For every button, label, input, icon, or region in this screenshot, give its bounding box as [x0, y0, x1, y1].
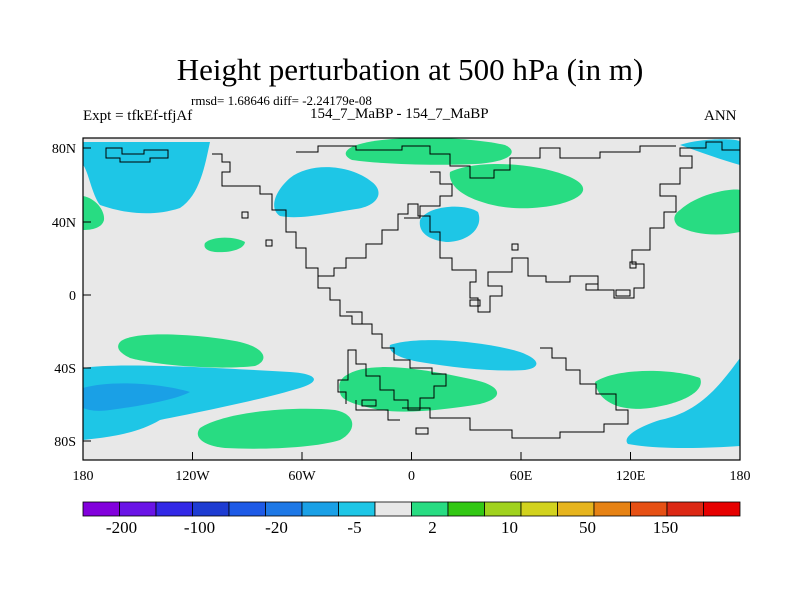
rmsd-diff-stats: rmsd= 1.68646 diff= -2.24179e-08 [191, 93, 372, 108]
positive-region-north-pacific-small [204, 237, 245, 253]
negative-region-north-pacific [83, 142, 210, 214]
colorbar-label: -20 [265, 518, 288, 537]
colorbar-swatch [301, 501, 339, 517]
positive-region-south-indian-east [595, 370, 701, 409]
colorbar-swatch [119, 501, 157, 517]
coastline-south-africa-antarctica [402, 347, 629, 439]
negative-region-north-atlantic [274, 167, 379, 218]
colorbar-label: -200 [106, 518, 137, 537]
positive-region-southern-ocean [197, 408, 353, 449]
colorbar-labels: -200 -100 -20 -5 2 10 50 150 [106, 518, 678, 537]
negative-region-far-north-east [680, 139, 740, 165]
coastline-islands-1 [241, 211, 637, 269]
y-tick-label: 0 [69, 289, 76, 304]
x-tick-label: 180 [730, 469, 751, 484]
x-tick-label: 180 [73, 469, 94, 484]
colorbar-swatch [447, 501, 485, 517]
coastline-arctic-north [296, 145, 676, 179]
x-tick-label: 120W [175, 469, 210, 484]
y-tick-label: 80N [52, 142, 76, 157]
contour-fills [83, 138, 740, 449]
negative-region-south-indian [389, 340, 537, 371]
negative-region-europe [419, 206, 480, 242]
colorbar-swatch [192, 501, 230, 517]
coastline-islands-2 [361, 283, 631, 435]
axis-ticks [82, 147, 741, 460]
coastline-southern-continents [337, 311, 447, 411]
colorbar-swatch [374, 501, 412, 517]
colorbar-swatch [265, 501, 303, 517]
y-tick-label: 40N [52, 216, 76, 231]
colorbar-swatch [703, 501, 741, 517]
x-tick-label: 60W [288, 469, 316, 484]
colorbar-label: 2 [428, 518, 437, 537]
coastline-asia-interior [404, 171, 453, 219]
y-tick-label: 80S [54, 435, 76, 450]
case-label: 154_7_MaBP - 154_7_MaBP [310, 106, 489, 122]
coastline-greenland [105, 147, 169, 163]
x-tick-label: 120E [616, 469, 646, 484]
experiment-label: Expt = tfkEf-tfjAf [83, 108, 193, 124]
coastline-antarctic-west [355, 400, 400, 421]
chart-title: Height perturbation at 500 hPa (in m) [176, 52, 644, 87]
x-tick-label: 0 [408, 469, 415, 484]
colorbar-swatch [155, 501, 193, 517]
colorbar-label: -5 [347, 518, 361, 537]
coastline-north-america-europe [212, 141, 740, 313]
colorbar-label: 150 [653, 518, 679, 537]
season-label: ANN [704, 108, 737, 124]
colorbar-swatch [520, 501, 558, 517]
positive-region-northeast [674, 189, 740, 235]
colorbar-swatch [666, 501, 704, 517]
colorbar-swatch [484, 501, 522, 517]
colorbar-swatch [82, 501, 120, 517]
colorbar-swatch [593, 501, 631, 517]
negative-region-southeast [626, 358, 740, 448]
negative-region-south-pacific-core [83, 383, 190, 411]
y-tick-label: 40S [54, 362, 76, 377]
colorbar-swatch [557, 501, 595, 517]
positive-region-siberia [449, 164, 584, 209]
coastline-central-america [306, 267, 362, 325]
x-tick-label: 60E [510, 469, 533, 484]
positive-region-south-atlantic [339, 367, 498, 412]
colorbar-swatch [338, 501, 376, 517]
positive-region-south-pacific-band [118, 334, 264, 368]
colorbar-label: 50 [579, 518, 596, 537]
colorbar-swatch [411, 501, 449, 517]
colorbar-label: 10 [501, 518, 518, 537]
colorbar-label: -100 [184, 518, 215, 537]
positive-region-arctic-atlantic [345, 138, 512, 165]
colorbar-swatch [228, 501, 266, 517]
colorbar [82, 501, 741, 517]
coastlines [105, 141, 740, 439]
colorbar-swatch [630, 501, 668, 517]
